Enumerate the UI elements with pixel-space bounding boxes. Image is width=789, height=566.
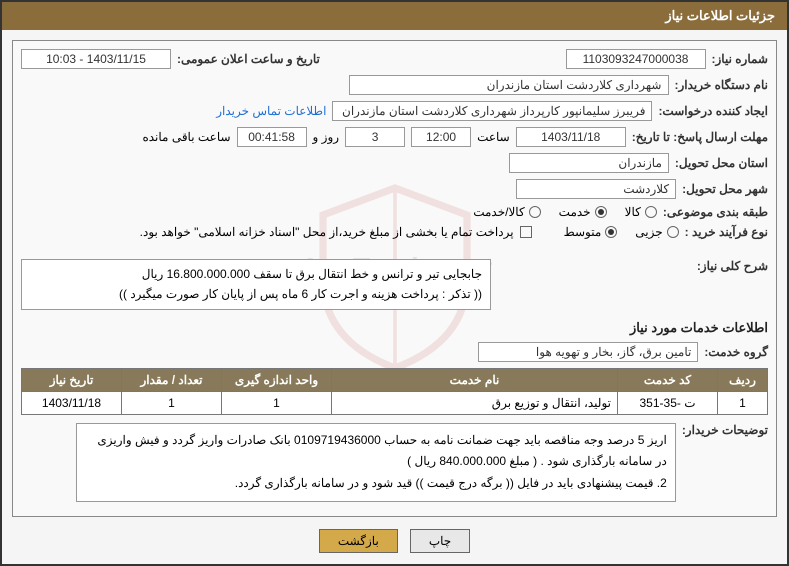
td-idx: 1 [718,391,768,414]
time-label: ساعت [477,130,510,144]
radio-dot-medium [605,226,617,238]
contact-link[interactable]: اطلاعات تماس خریدار [216,104,326,118]
category-radio-group: کالا خدمت کالا/خدمت [473,205,657,219]
buyer-org-value: شهرداری کلاردشت استان مازندران [349,75,669,95]
row-need-number: شماره نیاز: 1103093247000038 تاریخ و ساع… [21,49,768,69]
radio-service[interactable]: خدمت [559,205,607,219]
td-qty: 1 [122,391,222,414]
td-code: ت -35-351 [618,391,718,414]
page-header: جزئیات اطلاعات نیاز [2,2,787,30]
row-buyer-org: نام دستگاه خریدار: شهرداری کلاردشت استان… [21,75,768,95]
row-summary: شرح کلی نیاز: جابجایی تیر و ترانس و خط ا… [21,259,768,310]
th-code: کد خدمت [618,368,718,391]
content-wrap: AnaTender.net شماره نیاز: 11030932470000… [2,30,787,563]
buyer-org-label: نام دستگاه خریدار: [675,78,769,92]
summary-label: شرح کلی نیاز: [697,259,768,273]
row-city: شهر محل تحویل: کلاردشت [21,179,768,199]
hms-left: 00:41:58 [237,127,307,147]
radio-dot-minor [667,226,679,238]
summary-box: جابجایی تیر و ترانس و خط انتقال برق تا س… [21,259,491,310]
process-radio-group: جزیی متوسط [564,225,679,239]
th-qty: تعداد / مقدار [122,368,222,391]
table-row: 1 ت -35-351 تولید، انتقال و توزیع برق 1 … [22,391,768,414]
th-row: ردیف [718,368,768,391]
deadline-date: 1403/11/18 [516,127,626,147]
deadline-time: 12:00 [411,127,471,147]
need-number-label: شماره نیاز: [712,52,768,66]
requester-label: ایجاد کننده درخواست: [658,104,768,118]
radio-dot-goods [645,206,657,218]
buyer-notes-box: اریز 5 درصد وجه مناقصه باید جهت ضمانت نا… [76,423,676,502]
deadline-label: مهلت ارسال پاسخ: تا تاریخ: [632,130,768,144]
radio-goods-service[interactable]: کالا/خدمت [473,205,540,219]
buyer-notes-label: توضیحات خریدار: [682,423,768,437]
outer-frame: جزئیات اطلاعات نیاز AnaTender.net شماره … [0,0,789,566]
row-service-group: گروه خدمت: تامین برق، گاز، بخار و تهویه … [21,342,768,362]
days-left: 3 [345,127,405,147]
page-title: جزئیات اطلاعات نیاز [665,8,775,23]
radio-goods-service-label: کالا/خدمت [473,205,524,219]
td-date: 1403/11/18 [22,391,122,414]
radio-minor[interactable]: جزیی [635,225,678,239]
service-group-value: تامین برق، گاز، بخار و تهویه هوا [478,342,698,362]
back-button[interactable]: بازگشت [319,529,398,553]
radio-minor-label: جزیی [635,225,662,239]
summary-line2: (( تذکر : پرداخت هزینه و اجرت کار 6 ماه … [30,284,482,304]
th-name: نام خدمت [332,368,618,391]
buyer-notes-1: اریز 5 درصد وجه مناقصه باید جهت ضمانت نا… [85,430,667,473]
summary-line1: جابجایی تیر و ترانس و خط انتقال برق تا س… [30,264,482,284]
row-requester: ایجاد کننده درخواست: فریبرز سلیمانپور کا… [21,101,768,121]
row-deadline: مهلت ارسال پاسخ: تا تاریخ: 1403/11/18 سا… [21,127,768,147]
table-header-row: ردیف کد خدمت نام خدمت واحد اندازه گیری ت… [22,368,768,391]
service-group-label: گروه خدمت: [704,345,768,359]
requester-value: فریبرز سلیمانپور کارپرداز شهرداری کلاردش… [332,101,652,121]
row-buyer-notes: توضیحات خریدار: اریز 5 درصد وجه مناقصه ب… [21,423,768,502]
remaining-text: ساعت باقی مانده [142,130,230,144]
need-number-value: 1103093247000038 [566,49,706,69]
services-header: اطلاعات خدمات مورد نیاز [21,320,768,336]
radio-medium-label: متوسط [564,225,602,239]
radio-service-label: خدمت [559,205,591,219]
radio-dot-goods-service [529,206,541,218]
payment-checkbox[interactable] [520,226,532,238]
announce-value: 1403/11/15 - 10:03 [21,49,171,69]
services-table: ردیف کد خدمت نام خدمت واحد اندازه گیری ت… [21,368,768,415]
radio-goods-label: کالا [625,205,641,219]
th-unit: واحد اندازه گیری [222,368,332,391]
td-name: تولید، انتقال و توزیع برق [332,391,618,414]
process-label: نوع فرآیند خرید : [685,225,768,239]
province-label: استان محل تحویل: [675,156,768,170]
row-province: استان محل تحویل: مازندران [21,153,768,173]
row-process: نوع فرآیند خرید : جزیی متوسط پرداخت تمام… [21,225,768,239]
city-value: کلاردشت [516,179,676,199]
button-row: چاپ بازگشت [12,529,777,553]
radio-goods[interactable]: کالا [625,205,657,219]
td-unit: 1 [222,391,332,414]
inner-frame: AnaTender.net شماره نیاز: 11030932470000… [12,40,777,517]
th-date: تاریخ نیاز [22,368,122,391]
row-category: طبقه بندی موضوعی: کالا خدمت کالا/خدمت [21,205,768,219]
radio-medium[interactable]: متوسط [564,225,618,239]
category-label: طبقه بندی موضوعی: [663,205,768,219]
days-text: روز و [313,130,340,144]
radio-dot-service [595,206,607,218]
city-label: شهر محل تحویل: [682,182,768,196]
print-button[interactable]: چاپ [410,529,470,553]
buyer-notes-2: 2. قیمت پیشنهادی باید در فایل (( برگه در… [85,473,667,495]
payment-note: پرداخت تمام یا بخشی از مبلغ خرید،از محل … [140,225,514,239]
province-value: مازندران [509,153,669,173]
announce-label: تاریخ و ساعت اعلان عمومی: [177,52,320,66]
